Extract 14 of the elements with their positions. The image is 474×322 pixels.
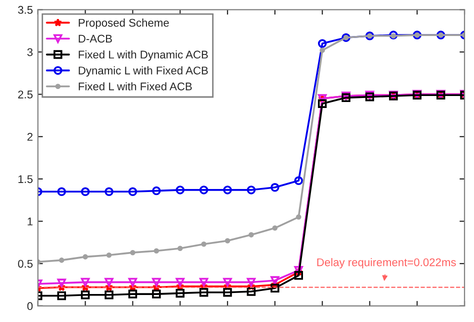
legend-label: D-ACB (78, 34, 112, 43)
y-tick-label: 3.5 (18, 6, 33, 14)
y-tick-label: 1.5 (18, 175, 33, 184)
y-tick-label: 0 (27, 302, 33, 310)
y-tick-label: 0.5 (18, 260, 33, 268)
annotation: Delay requirement=0.022ms (317, 258, 456, 268)
y-tick-label: 2 (27, 132, 32, 141)
legend-label: Proposed Scheme (78, 18, 169, 29)
y-tick-label: 3 (27, 48, 33, 56)
legend-label: Fixed L with Fixed ACB (78, 82, 192, 90)
legend-label: Dynamic L with Fixed ACB (78, 66, 208, 77)
y-tick-label: 1 (28, 218, 33, 226)
legend-label: Fixed L with Dynamic ACB (78, 50, 208, 61)
y-tick-label: 2.5 (18, 90, 33, 98)
